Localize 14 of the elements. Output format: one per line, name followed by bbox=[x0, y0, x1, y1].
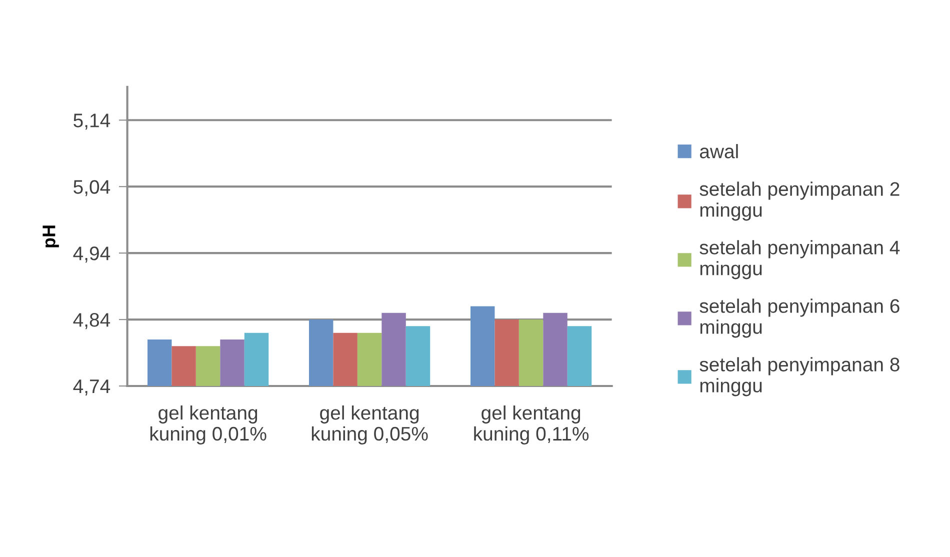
legend-label: setelah penyimpanan 6 minggu bbox=[700, 298, 900, 338]
x-tick-label: gel kentang kuning 0,05% bbox=[312, 405, 428, 445]
x-tick-label: gel kentang kuning 0,01% bbox=[150, 405, 266, 445]
legend-label: setelah penyimpanan 2 minggu bbox=[700, 182, 900, 221]
y-tick-label: 5,04 bbox=[74, 180, 110, 196]
x-tick-label: gel kentang kuning 0,11% bbox=[474, 405, 589, 445]
y-tick-label: 4,74 bbox=[73, 380, 110, 396]
legend-label: awal bbox=[700, 144, 738, 158]
y-axis-title: pH bbox=[42, 226, 59, 248]
legend-label: setelah penyimpanan 8 minggu bbox=[700, 357, 900, 396]
legend-label: setelah penyimpanan 4 minggu bbox=[700, 240, 900, 280]
y-tick-label: 5,14 bbox=[74, 114, 110, 130]
y-tick-label: 4,94 bbox=[73, 246, 110, 263]
y-tick-label: 4,84 bbox=[73, 313, 110, 330]
